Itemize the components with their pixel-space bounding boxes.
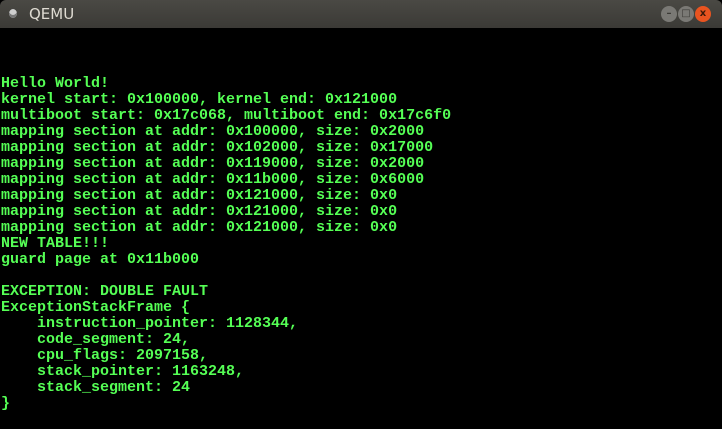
terminal-line: stack_segment: 24 bbox=[1, 379, 191, 396]
close-button[interactable]: x bbox=[695, 6, 711, 22]
terminal-line: mapping section at addr: 0x11b000, size:… bbox=[1, 171, 425, 188]
terminal-output: Hello World! kernel start: 0x100000, kern… bbox=[1, 76, 451, 412]
terminal-line: ExceptionStackFrame { bbox=[1, 299, 191, 316]
title-bar[interactable]: QEMU – □ x bbox=[0, 0, 722, 28]
terminal-line: stack_pointer: 1163248, bbox=[1, 363, 245, 380]
window-title: QEMU bbox=[29, 5, 75, 23]
terminal-line: mapping section at addr: 0x102000, size:… bbox=[1, 139, 434, 156]
terminal-line: mapping section at addr: 0x121000, size:… bbox=[1, 203, 398, 220]
terminal-line: NEW TABLE!!! bbox=[1, 235, 110, 252]
terminal-line: code_segment: 24, bbox=[1, 331, 191, 348]
terminal-line: guard page at 0x11b000 bbox=[1, 251, 200, 268]
minimize-button[interactable]: – bbox=[661, 6, 677, 22]
terminal-line: multiboot start: 0x17c068, multiboot end… bbox=[1, 107, 452, 124]
terminal-line: } bbox=[1, 395, 11, 412]
qemu-app-icon bbox=[9, 9, 17, 18]
terminal-line bbox=[1, 268, 451, 284]
terminal-line: EXCEPTION: DOUBLE FAULT bbox=[1, 283, 209, 300]
terminal-line: mapping section at addr: 0x119000, size:… bbox=[1, 155, 425, 172]
terminal-line: kernel start: 0x100000, kernel end: 0x12… bbox=[1, 91, 398, 108]
terminal-line: mapping section at addr: 0x121000, size:… bbox=[1, 187, 398, 204]
terminal-line: instruction_pointer: 1128344, bbox=[1, 315, 299, 332]
terminal-line: mapping section at addr: 0x121000, size:… bbox=[1, 219, 398, 236]
vm-display[interactable]: Hello World! kernel start: 0x100000, kern… bbox=[0, 28, 722, 429]
maximize-button[interactable]: □ bbox=[678, 6, 694, 22]
terminal-line: mapping section at addr: 0x100000, size:… bbox=[1, 123, 425, 140]
terminal-line: cpu_flags: 2097158, bbox=[1, 347, 209, 364]
terminal-line: Hello World! bbox=[1, 75, 110, 92]
